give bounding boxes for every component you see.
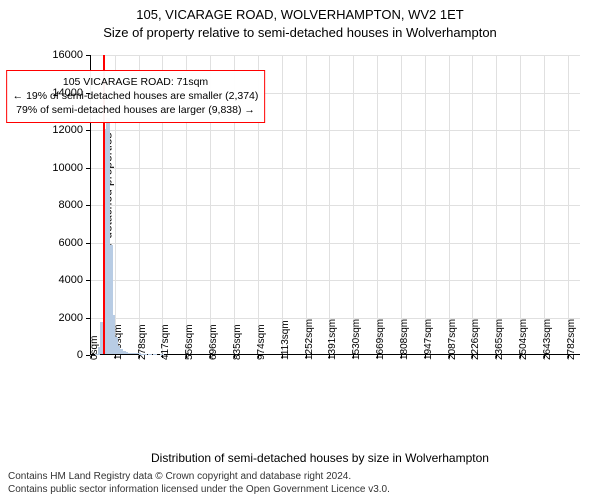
gridline-h <box>91 55 580 56</box>
y-tick-label: 4000 <box>45 274 83 286</box>
x-tick-label: 2782sqm <box>566 319 577 360</box>
x-tick-label: 1808sqm <box>399 319 410 360</box>
x-axis-label: Distribution of semi-detached houses by … <box>50 451 590 465</box>
x-tick-label: 1113sqm <box>280 320 291 360</box>
x-tick-label: 2365sqm <box>494 319 505 360</box>
x-tick-label: 1669sqm <box>375 319 386 360</box>
gridline-v <box>329 55 330 354</box>
gridline-v <box>496 55 497 354</box>
footer-line-2: Contains public sector information licen… <box>8 483 390 496</box>
gridline-h <box>91 280 580 281</box>
x-tick-label: 1530sqm <box>351 319 362 360</box>
y-tick-mark <box>86 130 90 131</box>
x-tick-label: 2504sqm <box>518 319 529 360</box>
x-tick-label: 1947sqm <box>423 319 434 360</box>
title-block: 105, VICARAGE ROAD, WOLVERHAMPTON, WV2 1… <box>0 0 600 41</box>
y-tick-label: 12000 <box>45 124 83 136</box>
y-tick-label: 0 <box>45 349 83 361</box>
chart-area: Number of semi-detached properties 0sqm1… <box>50 45 590 415</box>
gridline-v <box>377 55 378 354</box>
gridline-v <box>544 55 545 354</box>
x-tick-label: 696sqm <box>208 324 219 360</box>
y-tick-mark <box>86 243 90 244</box>
title-line-2: Size of property relative to semi-detach… <box>0 24 600 42</box>
gridline-v <box>282 55 283 354</box>
x-tick-label: 835sqm <box>232 324 243 360</box>
gridline-h <box>91 130 580 131</box>
x-tick-label: 417sqm <box>160 324 171 360</box>
gridline-v <box>353 55 354 354</box>
x-tick-label: 1391sqm <box>327 319 338 360</box>
plot-area: 0sqm139sqm278sqm417sqm556sqm696sqm835sqm… <box>90 55 580 355</box>
y-tick-mark <box>86 355 90 356</box>
x-tick-label: 2643sqm <box>542 319 553 360</box>
gridline-v <box>401 55 402 354</box>
y-tick-label: 6000 <box>45 237 83 249</box>
y-tick-mark <box>86 55 90 56</box>
title-line-1: 105, VICARAGE ROAD, WOLVERHAMPTON, WV2 1… <box>0 6 600 24</box>
y-tick-mark <box>86 318 90 319</box>
gridline-h <box>91 243 580 244</box>
gridline-v <box>568 55 569 354</box>
annotation-line-3: 79% of semi-detached houses are larger (… <box>13 103 259 117</box>
x-tick-label: 2226sqm <box>470 319 481 360</box>
y-tick-label: 10000 <box>45 162 83 174</box>
gridline-h <box>91 205 580 206</box>
y-tick-label: 16000 <box>45 49 83 61</box>
footer: Contains HM Land Registry data © Crown c… <box>8 470 390 496</box>
y-tick-mark <box>86 280 90 281</box>
y-tick-label: 8000 <box>45 199 83 211</box>
footer-line-1: Contains HM Land Registry data © Crown c… <box>8 470 390 483</box>
x-tick-label: 2087sqm <box>447 319 458 360</box>
gridline-h <box>91 168 580 169</box>
x-tick-label: 556sqm <box>184 324 195 360</box>
y-tick-mark <box>86 205 90 206</box>
y-tick-label: 2000 <box>45 312 83 324</box>
x-tick-label: 974sqm <box>256 324 267 360</box>
y-tick-mark <box>86 93 90 94</box>
y-tick-mark <box>86 168 90 169</box>
x-tick-label: 1252sqm <box>304 319 315 360</box>
x-tick-label: 278sqm <box>137 324 148 360</box>
gridline-v <box>472 55 473 354</box>
gridline-v <box>520 55 521 354</box>
gridline-v <box>306 55 307 354</box>
gridline-v <box>425 55 426 354</box>
gridline-v <box>449 55 450 354</box>
y-tick-label: 14000 <box>45 87 83 99</box>
